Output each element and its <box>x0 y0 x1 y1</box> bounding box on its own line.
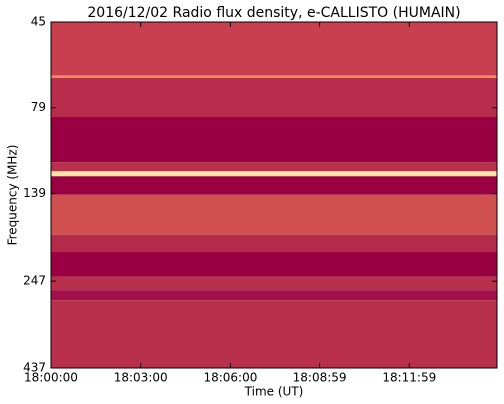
x-tick-label: 18:08:59 <box>293 371 347 385</box>
y-tick-label: 45 <box>31 15 46 29</box>
spectrogram-band <box>51 234 497 253</box>
y-axis-label: Frequency (MHz) <box>6 145 20 246</box>
chart-title: 2016/12/02 Radio flux density, e-CALLIST… <box>87 5 460 21</box>
spectrogram-band <box>51 194 497 235</box>
y-tick-label: 437 <box>23 361 46 375</box>
x-tick-label: 18:11:59 <box>382 371 436 385</box>
spectrogram-band <box>51 116 497 163</box>
plot-frame <box>50 21 498 369</box>
spectrogram-band <box>51 22 497 76</box>
spectrogram-band <box>51 290 497 301</box>
x-axis-label: Time (UT) <box>244 385 304 399</box>
spectrogram-band <box>51 171 497 177</box>
spectrogram-band <box>51 276 497 291</box>
spectrogram-band <box>51 300 497 368</box>
x-tick-label: 18:03:00 <box>114 371 168 385</box>
x-tick-label: 18:06:00 <box>203 371 257 385</box>
y-tick-label: 247 <box>23 274 46 288</box>
y-tick-label: 139 <box>23 186 46 200</box>
spectrogram-band <box>51 75 497 78</box>
spectrogram-band <box>51 176 497 195</box>
spectrogram-band <box>51 162 497 172</box>
spectrogram-band <box>51 252 497 277</box>
y-tick-label: 79 <box>31 100 46 114</box>
spectrogram-band <box>51 77 497 117</box>
x-tick-label: 18:00:00 <box>24 371 78 385</box>
